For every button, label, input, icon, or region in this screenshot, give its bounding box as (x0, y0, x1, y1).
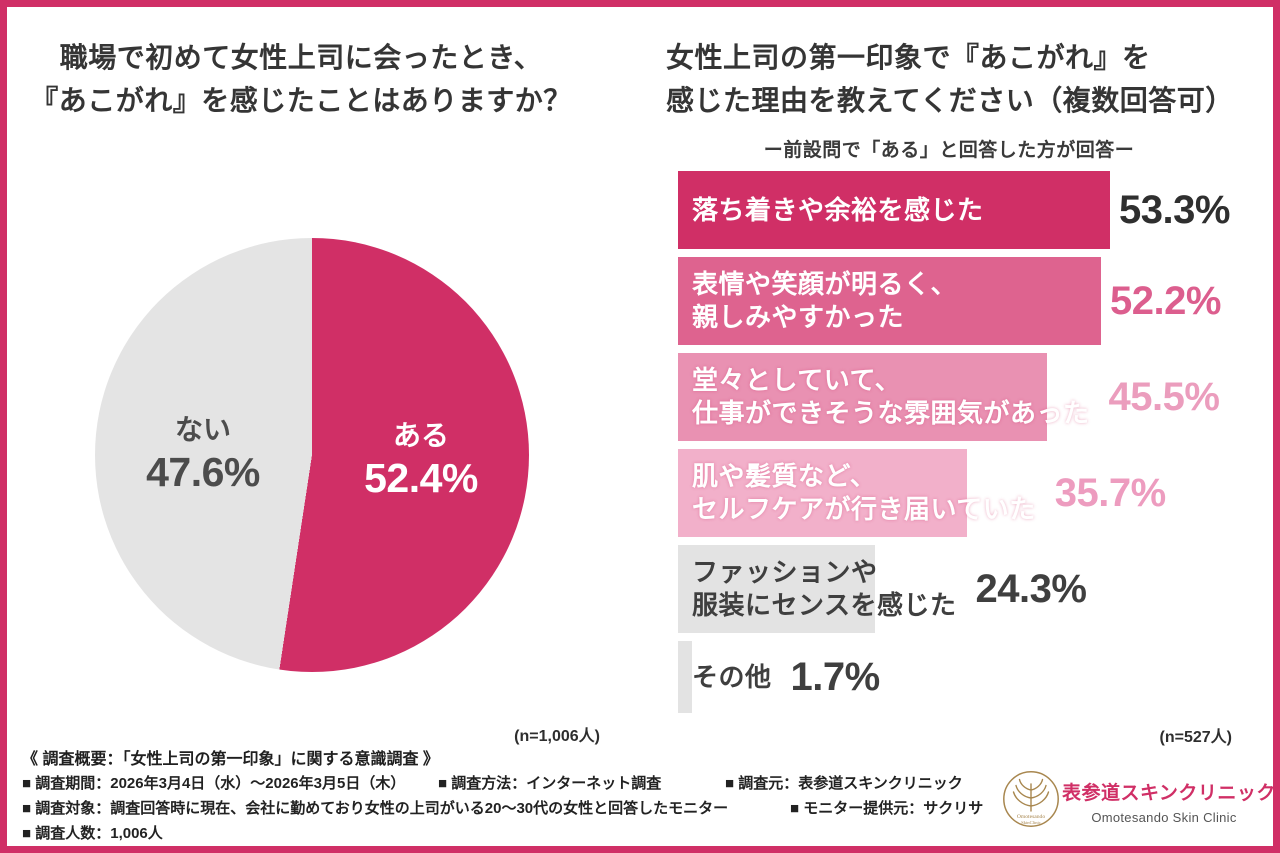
pie-chart (95, 238, 529, 672)
pie-slice-value: 52.4% (364, 455, 478, 501)
bar-label: その他 (678, 661, 782, 694)
bar-section-title: 女性上司の第一印象で『あこがれ』を 感じた理由を教えてください（複数回答可） (666, 36, 1252, 122)
bar-label-line: 親しみやすかった (692, 302, 905, 332)
bar-fill (678, 449, 967, 537)
bar-n-count: (n=527人) (1159, 729, 1232, 746)
pie-n-count: (n=1,006人) (514, 728, 600, 745)
bar-title-line-1: 女性上司の第一印象で『あこがれ』を (666, 42, 1151, 73)
bar-label: 落ち着きや余裕を感じた (678, 194, 994, 227)
pie-slice-name: ない (174, 414, 232, 445)
pie-slice-label-nai: ない 47.6% (146, 412, 260, 496)
pie-slice-value: 47.6% (146, 449, 260, 495)
bar-row: 落ち着きや余裕を感じた 53.3% (678, 171, 1238, 249)
bar-label-line: 表情や笑顔が明るく、 (692, 269, 958, 299)
bar-label: 表情や笑顔が明るく、 親しみやすかった (678, 268, 967, 334)
bar-label-line: 堂々としていて、 (692, 365, 902, 395)
survey-method: ■ 調査方法：インターネット調査 (438, 775, 662, 792)
clinic-name-jp: 表参道スキンクリニック (1062, 783, 1276, 804)
bar-section-subtitle: ー前設問で「ある」と回答した方が回答ー (763, 140, 1135, 161)
bar-chart: 落ち着きや余裕を感じた 53.3% 表情や笑顔が明るく、 親しみやすかった 52… (678, 171, 1238, 713)
bar-fill (678, 257, 1101, 345)
survey-target: ■ 調査対象：調査回答時に現在、会社に勤めており女性の上司がいる20〜30代の女… (22, 800, 729, 817)
pie-title-line-1: 職場で初めて女性上司に会ったとき、 (59, 42, 543, 73)
pie-slice-name: ある (392, 420, 450, 451)
bar-value: 1.7% (790, 654, 881, 699)
bar-label: 堂々としていて、 仕事ができそうな雰囲気があった (678, 364, 1100, 430)
bar-value: 24.3% (975, 566, 1087, 611)
bar-row: その他 1.7% (678, 641, 1238, 713)
bar-row: 表情や笑顔が明るく、 親しみやすかった 52.2% (678, 257, 1238, 345)
bar-label-line: セルフケアが行き届いていた (692, 494, 1036, 524)
bar-label: ファッションや 服装にセンスを感じた (678, 556, 966, 622)
survey-monitor: ■ モニター提供元：サクリサ (790, 800, 984, 817)
bar-value: 35.7% (1054, 470, 1166, 515)
bar-label-line: 落ち着きや余裕を感じた (692, 194, 984, 225)
bar-label-line: 仕事ができそうな雰囲気があった (692, 398, 1090, 428)
emblem-text-line-2: SkinClinic (1021, 820, 1041, 825)
survey-period: ■ 調査期間：2026年3月4日（水）〜2026年3月5日（木） (22, 775, 406, 792)
bar-label-line: 肌や髪質など、 (692, 461, 877, 491)
pie-title-line-2: 『あこがれ』を感じたことはありますか？ (30, 85, 572, 116)
bar-fill (678, 641, 692, 713)
emblem-text-line-1: Omotesando (1017, 814, 1045, 820)
bar-value: 52.2% (1110, 278, 1221, 323)
bar-row: 肌や髪質など、 セルフケアが行き届いていた 35.7% (678, 449, 1238, 537)
survey-count: ■ 調査人数：1,006人 (22, 825, 163, 842)
clinic-name-en: Omotesando Skin Clinic (1091, 810, 1237, 825)
clinic-emblem-icon: Omotesando SkinClinic (1003, 771, 1059, 827)
bar-value: 45.5% (1108, 374, 1220, 419)
bar-fill (678, 171, 1110, 249)
survey-overview-heading: 《 調査概要：「女性上司の第一印象」に関する意識調査 》 (22, 751, 439, 768)
survey-source: ■ 調査元：表参道スキンクリニック (725, 775, 963, 792)
bar-label-line: その他 (692, 661, 772, 692)
bar-row: ファッションや 服装にセンスを感じた 24.3% (678, 545, 1238, 633)
bar-fill (678, 353, 1047, 441)
bar-fill (678, 545, 875, 633)
bar-label-line: 服装にセンスを感じた (692, 590, 957, 620)
bar-value: 53.3% (1119, 187, 1230, 232)
pie-section-title: 職場で初めて女性上司に会ったとき、 『あこがれ』を感じたことはありますか？ (18, 36, 584, 122)
pie-slice-label-aru: ある 52.4% (364, 418, 478, 502)
bar-label-line: ファッションや (692, 557, 878, 587)
bar-row: 堂々としていて、 仕事ができそうな雰囲気があった 45.5% (678, 353, 1238, 441)
bar-label: 肌や髪質など、 セルフケアが行き届いていた (678, 460, 1046, 526)
bar-title-line-2: 感じた理由を教えてください（複数回答可） (666, 85, 1234, 116)
